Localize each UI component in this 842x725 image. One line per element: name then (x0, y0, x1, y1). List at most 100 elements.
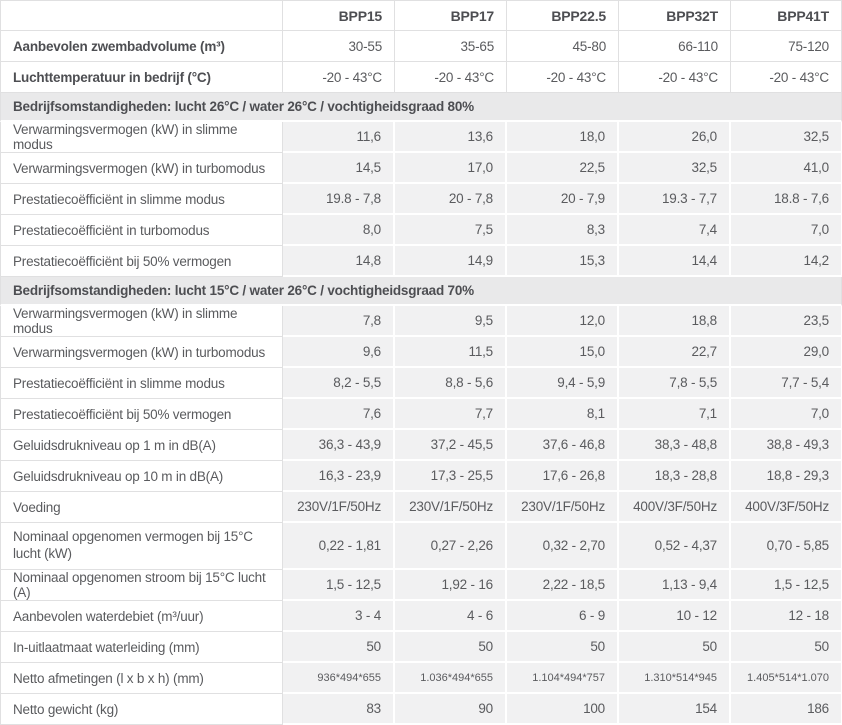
cell-value: 20 - 7,8 (395, 184, 507, 215)
cell-value: 11,5 (395, 337, 507, 368)
cell-value: 14,5 (283, 153, 395, 184)
table-row: Netto gewicht (kg) 83 90 100 154 186 (0, 694, 842, 725)
cell-value: -20 - 43°C (395, 62, 507, 93)
table-row: Prestatiecoëfficiënt in slimme modus 8,2 … (0, 368, 842, 399)
cell-value: 50 (395, 632, 507, 663)
cell-value: 6 - 9 (507, 601, 619, 632)
table-row: Prestatiecoëfficiënt in turbomodus 8,0 7,5… (0, 215, 842, 246)
cell-value: 90 (395, 694, 507, 725)
cell-value: 0,32 - 2,70 (507, 523, 619, 570)
cell-value: 23,5 (731, 306, 842, 337)
cell-value: 26,0 (619, 122, 731, 153)
row-label: In-uitlaatmaat waterleiding (mm) (0, 632, 283, 663)
cell-value: 12 - 18 (731, 601, 842, 632)
cell-value: 0,70 - 5,85 (731, 523, 842, 570)
row-label: Geluidsdrukniveau op 1 m in dB(A) (0, 430, 283, 461)
cell-value: 35-65 (395, 31, 507, 62)
cell-value: 30-55 (283, 31, 395, 62)
row-label: Prestatiecoëfficiënt bij 50% vermogen (0, 399, 283, 430)
cell-value: 400V/3F/50Hz (619, 492, 731, 523)
row-label: Prestatiecoëfficiënt bij 50% vermogen (0, 246, 283, 277)
cell-value: 29,0 (731, 337, 842, 368)
cell-value: 100 (507, 694, 619, 725)
cell-value: 9,4 - 5,9 (507, 368, 619, 399)
column-header: BPP15 (283, 0, 395, 31)
cell-value: 1.310*514*945 (619, 663, 731, 694)
cell-value: 1,13 - 9,4 (619, 570, 731, 601)
cell-value: -20 - 43°C (283, 62, 395, 93)
cell-value: 230V/1F/50Hz (507, 492, 619, 523)
row-label: Prestatiecoëfficiënt in slimme modus (0, 184, 283, 215)
row-label: Nominaal opgenomen stroom bij 15°C lucht… (0, 570, 283, 601)
cell-value: 83 (283, 694, 395, 725)
cell-value: 8,3 (507, 215, 619, 246)
table-row: Voeding 230V/1F/50Hz 230V/1F/50Hz 230V/1F/5… (0, 492, 842, 523)
cell-value: 9,5 (395, 306, 507, 337)
cell-value: 230V/1F/50Hz (395, 492, 507, 523)
table-row: Aanbevolen zwembadvolume (m³) 30-55 35-65 4… (0, 31, 842, 62)
cell-value: 15,0 (507, 337, 619, 368)
row-label: Verwarmingsvermogen (kW) in slimme modus (0, 306, 283, 337)
cell-value: 50 (619, 632, 731, 663)
cell-value: 9,6 (283, 337, 395, 368)
row-label: Aanbevolen waterdebiet (m³/uur) (0, 601, 283, 632)
cell-value: 7,5 (395, 215, 507, 246)
column-header: BPP41T (731, 0, 842, 31)
column-header: BPP32T (619, 0, 731, 31)
cell-value: 186 (731, 694, 842, 725)
cell-value: 32,5 (619, 153, 731, 184)
cell-value: 50 (283, 632, 395, 663)
cell-value: 22,7 (619, 337, 731, 368)
cell-value: 7,7 (395, 399, 507, 430)
cell-value: 11,6 (283, 122, 395, 153)
cell-value: -20 - 43°C (507, 62, 619, 93)
cell-value: 19.8 - 7,8 (283, 184, 395, 215)
row-label: Nominaal opgenomen vermogen bij 15°C luc… (0, 523, 283, 570)
cell-value: 18.8 - 7,6 (731, 184, 842, 215)
cell-value: 17,3 - 25,5 (395, 461, 507, 492)
cell-value: 18,3 - 28,8 (619, 461, 731, 492)
cell-value: 7,6 (283, 399, 395, 430)
cell-value: 7,7 - 5,4 (731, 368, 842, 399)
table-row: Verwarmingsvermogen (kW) in turbomodus 14… (0, 153, 842, 184)
cell-value: 1.405*514*1.070 (731, 663, 842, 694)
table-row: Prestatiecoëfficiënt bij 50% vermogen 7,6… (0, 399, 842, 430)
cell-value: 14,4 (619, 246, 731, 277)
section-header: Bedrijfsomstandigheden: lucht 26°C / wat… (0, 93, 842, 122)
cell-value: 0,27 - 2,26 (395, 523, 507, 570)
cell-value: 1,5 - 12,5 (731, 570, 842, 601)
cell-value: 38,3 - 48,8 (619, 430, 731, 461)
cell-value: 7,8 - 5,5 (619, 368, 731, 399)
cell-value: 16,3 - 23,9 (283, 461, 395, 492)
cell-value: 32,5 (731, 122, 842, 153)
cell-value: 1.036*494*655 (395, 663, 507, 694)
table-row: Verwarmingsvermogen (kW) in slimme modus… (0, 122, 842, 153)
row-label: Prestatiecoëfficiënt in slimme modus (0, 368, 283, 399)
cell-value: 20 - 7,9 (507, 184, 619, 215)
cell-value: 154 (619, 694, 731, 725)
table-row: Prestatiecoëfficiënt in slimme modus 19.8… (0, 184, 842, 215)
cell-value: 400V/3F/50Hz (731, 492, 842, 523)
row-label: Verwarmingsvermogen (kW) in turbomodus (0, 153, 283, 184)
cell-value: 18,0 (507, 122, 619, 153)
cell-value: 36,3 - 43,9 (283, 430, 395, 461)
cell-value: 19.3 - 7,7 (619, 184, 731, 215)
cell-value: 14,9 (395, 246, 507, 277)
cell-value: 1,92 - 16 (395, 570, 507, 601)
cell-value: 17,6 - 26,8 (507, 461, 619, 492)
cell-value: 7,0 (731, 215, 842, 246)
row-label: Verwarmingsvermogen (kW) in slimme modus (0, 122, 283, 153)
cell-value: 15,3 (507, 246, 619, 277)
cell-value: 17,0 (395, 153, 507, 184)
row-label: Geluidsdrukniveau op 10 m in dB(A) (0, 461, 283, 492)
cell-value: 4 - 6 (395, 601, 507, 632)
table-row: Geluidsdrukniveau op 10 m in dB(A) 16,3 -… (0, 461, 842, 492)
cell-value: 7,0 (731, 399, 842, 430)
row-label: Netto afmetingen (l x b x h) (mm) (0, 663, 283, 694)
cell-value: 18,8 - 29,3 (731, 461, 842, 492)
cell-value: 38,8 - 49,3 (731, 430, 842, 461)
cell-value: 18,8 (619, 306, 731, 337)
table-row: Verwarmingsvermogen (kW) in turbomodus 9,… (0, 337, 842, 368)
